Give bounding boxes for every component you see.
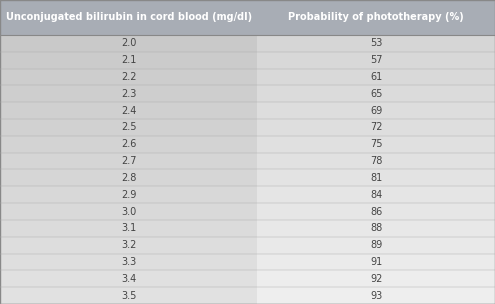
Bar: [0, 153, 257, 170]
Bar: [0, 203, 257, 220]
Bar: [0, 270, 257, 287]
Text: 2.7: 2.7: [121, 156, 137, 166]
Bar: [257, 254, 495, 270]
Text: 53: 53: [370, 38, 382, 48]
Text: 2.2: 2.2: [121, 72, 137, 82]
Text: Probability of phototherapy (%): Probability of phototherapy (%): [288, 12, 464, 22]
Bar: [257, 220, 495, 237]
Bar: [0, 102, 257, 119]
Text: 3.4: 3.4: [121, 274, 136, 284]
Bar: [0, 220, 257, 237]
Bar: [257, 287, 495, 304]
Bar: [257, 119, 495, 136]
Bar: [257, 237, 495, 254]
Text: 2.3: 2.3: [121, 89, 137, 99]
Text: 2.5: 2.5: [121, 123, 137, 133]
Text: 65: 65: [370, 89, 382, 99]
Text: 89: 89: [370, 240, 382, 250]
Bar: [257, 69, 495, 85]
Text: 57: 57: [370, 55, 383, 65]
Bar: [0, 287, 257, 304]
Bar: [257, 102, 495, 119]
Bar: [0, 136, 257, 153]
Text: 2.6: 2.6: [121, 139, 137, 149]
Text: 2.9: 2.9: [121, 190, 137, 200]
Text: 81: 81: [370, 173, 382, 183]
Text: 3.1: 3.1: [121, 223, 136, 233]
Bar: [0, 254, 257, 270]
Bar: [0, 186, 257, 203]
Bar: [257, 270, 495, 287]
Bar: [0, 170, 257, 186]
Text: 2.4: 2.4: [121, 105, 137, 116]
Text: 92: 92: [370, 274, 382, 284]
Bar: [257, 136, 495, 153]
Text: 3.0: 3.0: [121, 206, 136, 216]
Bar: [0, 0, 495, 35]
Bar: [0, 237, 257, 254]
Bar: [257, 186, 495, 203]
Bar: [0, 119, 257, 136]
Bar: [0, 35, 257, 52]
Bar: [257, 170, 495, 186]
Bar: [0, 69, 257, 85]
Text: 3.5: 3.5: [121, 291, 137, 301]
Text: 2.0: 2.0: [121, 38, 137, 48]
Bar: [257, 35, 495, 52]
Bar: [0, 85, 257, 102]
Text: 84: 84: [370, 190, 382, 200]
Bar: [257, 153, 495, 170]
Text: 91: 91: [370, 257, 382, 267]
Bar: [0, 52, 257, 69]
Text: 75: 75: [370, 139, 383, 149]
Text: 72: 72: [370, 123, 383, 133]
Text: 78: 78: [370, 156, 382, 166]
Text: 3.3: 3.3: [121, 257, 136, 267]
Text: 93: 93: [370, 291, 382, 301]
Bar: [257, 85, 495, 102]
Text: 88: 88: [370, 223, 382, 233]
Text: 86: 86: [370, 206, 382, 216]
Bar: [257, 203, 495, 220]
Text: 3.2: 3.2: [121, 240, 137, 250]
Text: 2.1: 2.1: [121, 55, 137, 65]
Text: Unconjugated bilirubin in cord blood (mg/dl): Unconjugated bilirubin in cord blood (mg…: [5, 12, 252, 22]
Text: 69: 69: [370, 105, 382, 116]
Text: 2.8: 2.8: [121, 173, 137, 183]
Text: 61: 61: [370, 72, 382, 82]
Bar: [257, 52, 495, 69]
